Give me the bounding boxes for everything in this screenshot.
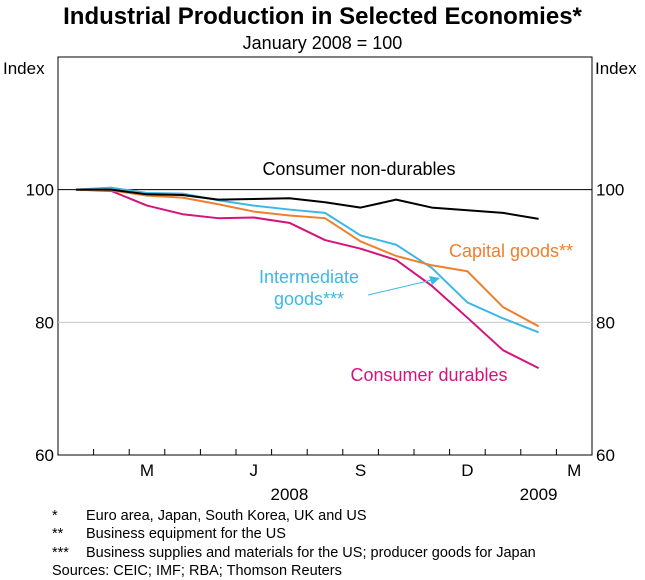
sources: Sources: CEIC; IMF; RBA; Thomson Reuters bbox=[52, 562, 342, 579]
label-consumer-nondurables: Consumer non-durables bbox=[262, 159, 455, 179]
series-line-capital-goods bbox=[75, 188, 540, 328]
grid-layer bbox=[58, 189, 592, 323]
y-tick-label-left: 60 bbox=[35, 446, 54, 465]
plot-frame bbox=[57, 56, 593, 456]
footnote-1: * Euro area, Japan, South Korea, UK and … bbox=[52, 507, 536, 525]
footnote-mark: *** bbox=[52, 544, 69, 561]
x-year-label: 2009 bbox=[520, 485, 558, 500]
chart-title: Industrial Production in Selected Econom… bbox=[63, 3, 582, 30]
x-tick-label: S bbox=[355, 461, 366, 480]
footnote-3: *** Business supplies and materials for … bbox=[52, 544, 536, 562]
series-line-intermediate-goods bbox=[75, 186, 539, 334]
footnote-text: Business supplies and materials for the … bbox=[86, 544, 536, 561]
intermediate-arrow-head bbox=[429, 276, 440, 285]
x-tick-label: J bbox=[250, 461, 259, 480]
y-tick-label-left: 100 bbox=[26, 181, 54, 200]
footnote-text: Business equipment for the US bbox=[86, 526, 286, 543]
series-line-consumer-durables bbox=[75, 188, 540, 369]
footnote-text: Euro area, Japan, South Korea, UK and US bbox=[86, 508, 367, 524]
y-tick-label-right: 100 bbox=[596, 181, 624, 200]
y-tick-label-right: 80 bbox=[596, 313, 615, 332]
label-consumer-durables: Consumer durables bbox=[350, 365, 507, 385]
chart-subtitle: January 2008 = 100 bbox=[242, 33, 403, 53]
footnotes: * Euro area, Japan, South Korea, UK and … bbox=[52, 507, 536, 580]
y-tick-label-left: 80 bbox=[35, 313, 54, 332]
y-tick-label-right: 60 bbox=[596, 446, 615, 465]
label-intermediate-line1: Intermediate bbox=[259, 267, 359, 287]
y-axis-label-right: Index bbox=[595, 59, 637, 78]
footnote-mark: ** bbox=[52, 526, 64, 543]
x-year-label: 2008 bbox=[270, 485, 308, 500]
series-layer bbox=[75, 186, 540, 369]
footnote-2: ** Business equipment for the US bbox=[52, 525, 536, 543]
y-axis-label-left: Index bbox=[3, 59, 45, 78]
label-capital-goods: Capital goods** bbox=[449, 241, 573, 261]
x-tick-label: D bbox=[461, 461, 473, 480]
x-tick-label: M bbox=[567, 461, 581, 480]
tick-layer: 60 60 80 80 100 100 M J S D M 2008 2009 bbox=[26, 181, 625, 500]
intermediate-arrow-line bbox=[367, 279, 433, 296]
label-intermediate-line2: goods*** bbox=[274, 289, 344, 309]
footnote-mark: * bbox=[52, 508, 58, 524]
series-line-consumer-nondurables bbox=[75, 188, 539, 220]
x-tick-label: M bbox=[140, 461, 154, 480]
